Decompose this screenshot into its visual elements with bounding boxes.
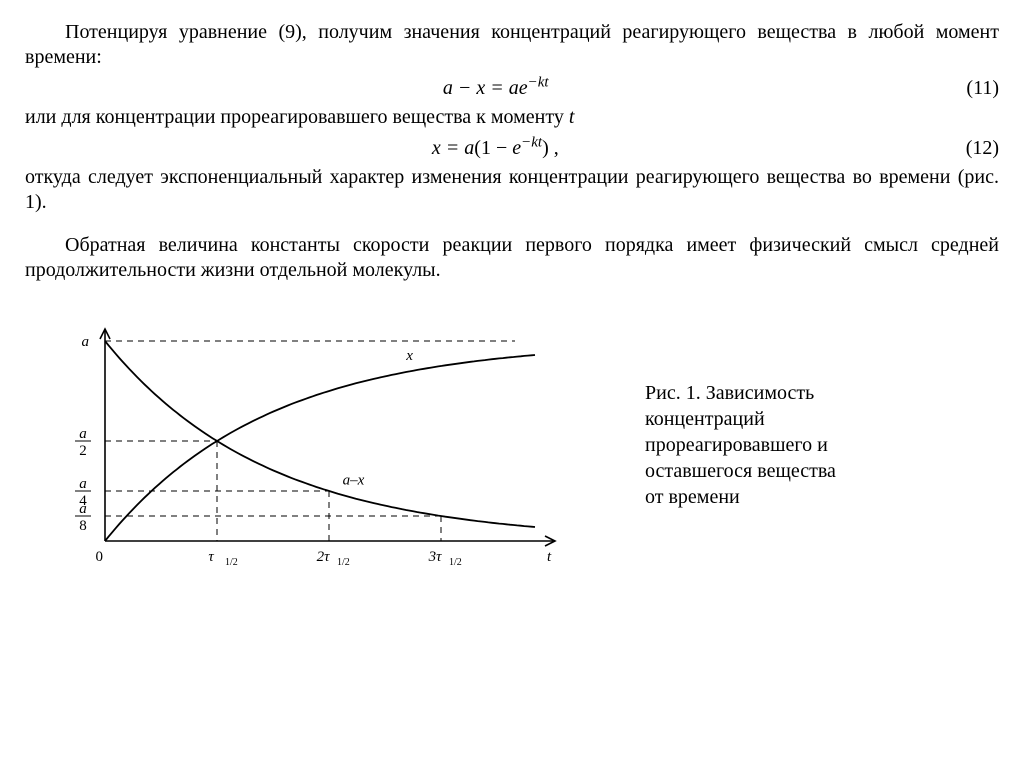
svg-text:2τ: 2τ bbox=[317, 549, 331, 565]
eq12-open: (1 − bbox=[474, 137, 512, 159]
eq11-body: a − x = ae bbox=[443, 77, 528, 99]
caption-line-1: Рис. 1. Зависимость bbox=[645, 382, 814, 404]
figure-1-chart: aa2a4a8τ1/22τ1/23τ1/20txa–x bbox=[25, 301, 585, 588]
paragraph-4: Обратная величина константы скорости реа… bbox=[25, 233, 999, 283]
caption-line-4: оставшегося вещества bbox=[645, 460, 836, 482]
svg-text:1/2: 1/2 bbox=[225, 557, 238, 568]
paragraph-3: откуда следует экспоненциальный характер… bbox=[25, 165, 999, 215]
eq12-exp: −kt bbox=[521, 134, 542, 150]
eq12-left: x = a bbox=[432, 137, 474, 159]
svg-text:a: a bbox=[79, 501, 87, 517]
svg-text:2: 2 bbox=[79, 443, 87, 459]
svg-text:0: 0 bbox=[96, 549, 104, 565]
equation-12: x = a(1 − e−kt) , bbox=[432, 136, 559, 161]
svg-text:τ: τ bbox=[208, 549, 214, 565]
paragraph-1: Потенцируя уравнение (9), получим значен… bbox=[25, 20, 999, 70]
caption-line-3: прореагировавшего и bbox=[645, 434, 828, 456]
figure-1-block: aa2a4a8τ1/22τ1/23τ1/20txa–x Рис. 1. Зави… bbox=[25, 301, 999, 588]
equation-12-row: x = a(1 − e−kt) , (12) bbox=[25, 136, 999, 161]
eq12-e: e bbox=[512, 137, 521, 159]
svg-text:a: a bbox=[79, 426, 87, 442]
equation-11: a − x = ae−kt bbox=[443, 76, 549, 101]
svg-text:a: a bbox=[79, 476, 87, 492]
equation-11-number: (11) bbox=[966, 76, 999, 101]
svg-text:3τ: 3τ bbox=[428, 549, 443, 565]
eq12-close: ) bbox=[542, 137, 549, 159]
paragraph-2: или для концентрации прореагировавшего в… bbox=[25, 105, 999, 130]
p2-italic-t: t bbox=[569, 106, 575, 128]
svg-text:8: 8 bbox=[79, 518, 87, 534]
svg-text:1/2: 1/2 bbox=[337, 557, 350, 568]
svg-text:a–x: a–x bbox=[343, 473, 365, 489]
svg-text:a: a bbox=[82, 334, 90, 350]
svg-text:1/2: 1/2 bbox=[449, 557, 462, 568]
equation-12-number: (12) bbox=[966, 136, 999, 161]
caption-line-5: от времени bbox=[645, 486, 740, 508]
eq11-exp: −kt bbox=[528, 74, 549, 90]
svg-text:t: t bbox=[547, 549, 552, 565]
eq12-comma: , bbox=[549, 137, 559, 159]
equation-11-row: a − x = ae−kt (11) bbox=[25, 76, 999, 101]
caption-line-2: концентраций bbox=[645, 408, 765, 430]
svg-text:x: x bbox=[405, 348, 413, 364]
figure-1-caption: Рис. 1. Зависимость концентраций прореаг… bbox=[645, 380, 836, 510]
p2-prefix: или для концентрации прореагировавшего в… bbox=[25, 106, 569, 128]
